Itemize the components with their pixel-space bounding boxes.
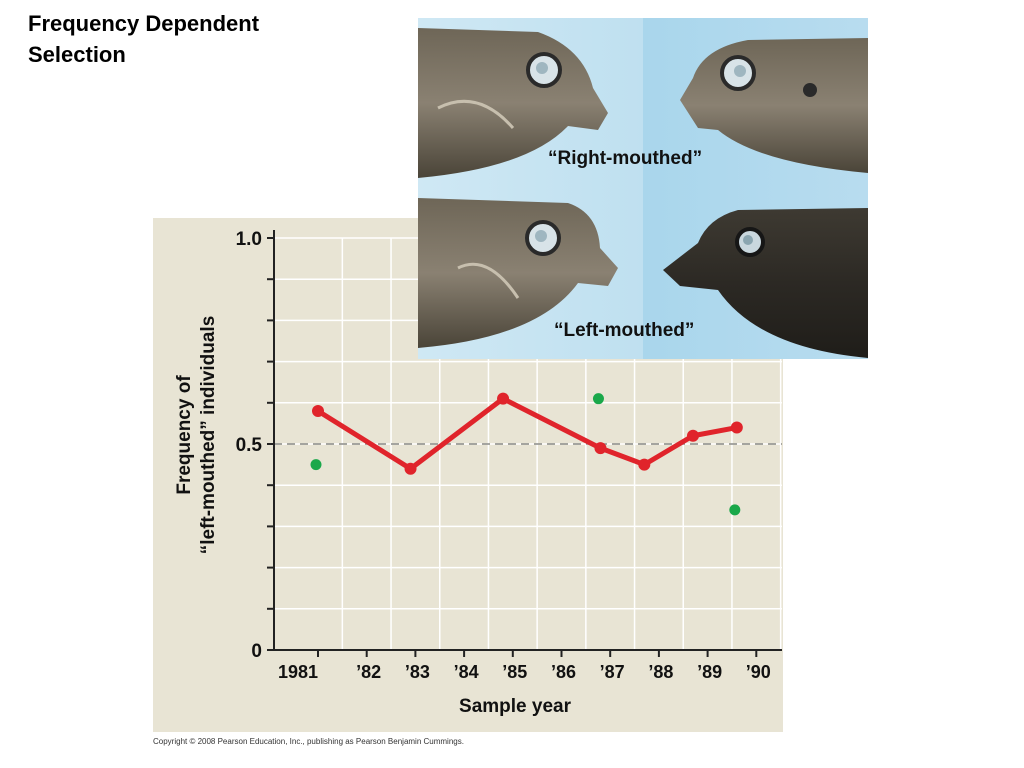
red-data-point [312, 405, 324, 418]
x-tick-label: ’88 [648, 662, 673, 682]
red-data-point [404, 462, 417, 475]
y-axis-label-line1: Frequency of [174, 375, 195, 495]
copyright-text: Copyright © 2008 Pearson Education, Inc.… [153, 737, 464, 746]
fish-illustration [418, 28, 868, 358]
fish-photo-panel: “Right-mouthed” “Left-mouthed” [418, 18, 868, 359]
red-data-point [497, 392, 510, 405]
fish-bottom-left [418, 198, 618, 348]
x-tick-label: ’89 [697, 662, 722, 682]
x-axis-label: Sample year [459, 696, 572, 717]
y-tick-label: 0.5 [236, 435, 263, 456]
green-data-point [592, 393, 604, 405]
fish-top-right [680, 38, 868, 173]
x-ticks: 1981 ’82 ’83 ’84 ’85 ’86 ’87 ’88 ’89 ’90 [278, 650, 771, 682]
fish-top-left [418, 28, 608, 178]
left-mouthed-label: “Left-mouthed” [554, 320, 695, 341]
fish-bottom-right [663, 208, 868, 358]
x-tick-label: ’84 [454, 662, 479, 682]
y-tick-label: 0 [251, 641, 262, 662]
green-data-point [310, 459, 322, 471]
red-data-point [594, 442, 607, 455]
right-mouthed-label: “Right-mouthed” [548, 148, 703, 169]
y-tick-label: 1.0 [236, 229, 262, 250]
slide-title-line2: Selection [28, 42, 126, 67]
red-data-point [686, 429, 699, 442]
x-tick-label: ’82 [356, 662, 381, 682]
x-tick-label: ’86 [551, 662, 576, 682]
slide-title-line1: Frequency Dependent [28, 11, 260, 36]
data-series [310, 392, 743, 516]
y-ticks: 0 0.5 1.0 [236, 229, 274, 662]
x-tick-label: ’90 [746, 662, 771, 682]
red-data-point [638, 458, 651, 471]
x-tick-label: ’83 [405, 662, 430, 682]
red-data-point [730, 421, 743, 434]
slide-title: Frequency Dependent Selection [28, 8, 388, 70]
x-tick-label: 1981 [278, 662, 318, 682]
x-tick-label: ’87 [600, 662, 625, 682]
green-data-point [729, 504, 741, 516]
x-tick-label: ’85 [502, 662, 527, 682]
y-axis-label-line2: “left-mouthed” individuals [198, 316, 219, 555]
